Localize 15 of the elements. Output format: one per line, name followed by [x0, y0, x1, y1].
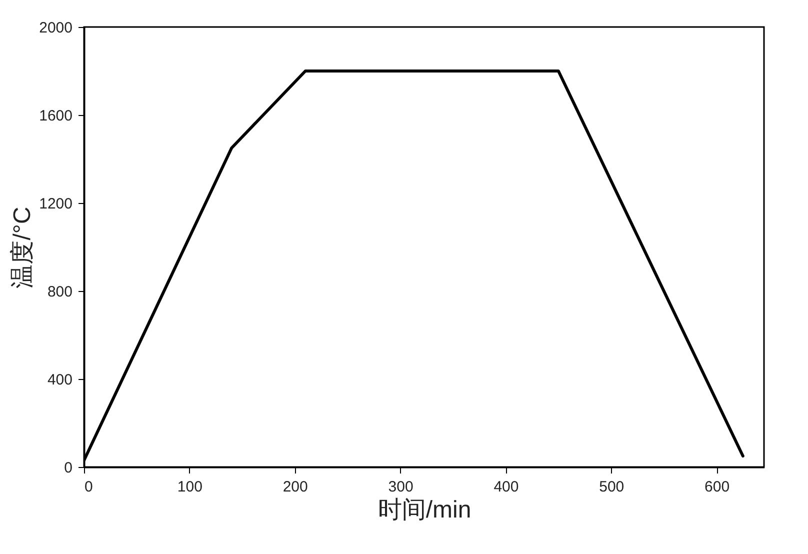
x-tick-label: 0: [84, 478, 93, 496]
x-tick-label: 500: [599, 478, 624, 496]
y-tick-label: 2000: [39, 20, 72, 36]
x-tick-label: 600: [704, 478, 730, 496]
y-tick-label: 800: [47, 284, 72, 300]
y-tick-label: 0: [64, 460, 72, 476]
y-axis-title: 温度/°C: [9, 206, 36, 288]
x-axis-title: 时间/min: [378, 496, 472, 524]
x-tick-label: 300: [388, 478, 414, 496]
x-tick-label: 400: [494, 478, 519, 496]
y-tick-label: 400: [47, 372, 72, 388]
x-tick-label: 100: [177, 478, 202, 496]
x-tick-label: 200: [282, 478, 308, 496]
y-tick-label: 1600: [39, 108, 72, 124]
y-tick-label: 1200: [39, 196, 72, 212]
